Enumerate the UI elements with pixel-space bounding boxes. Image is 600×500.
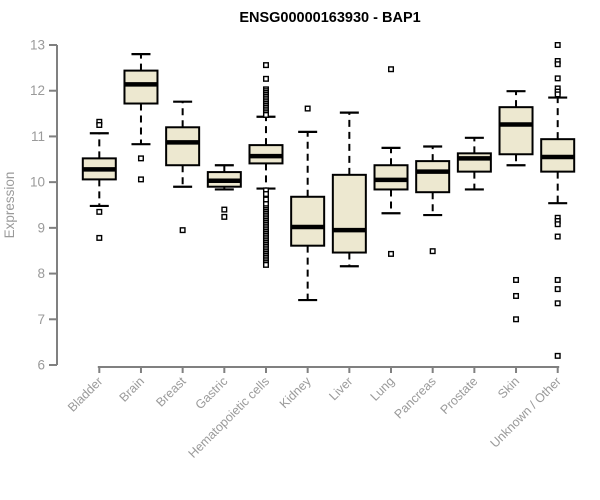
outlier-point [554,42,561,49]
box-iqr [290,195,326,247]
outlier-point [221,213,228,220]
outlier-point [554,75,561,82]
outlier-point [429,248,436,255]
box-iqr [373,164,409,191]
outlier-point [554,233,561,240]
boxplot-prostate [456,136,492,191]
x-tick-label: Unknown / Other [488,374,564,450]
boxplot-lung [373,66,409,257]
box-iqr [415,160,451,194]
x-tick-label: Brain [117,374,148,405]
boxplot-pancreas [415,145,451,255]
outlier-point [554,300,561,307]
boxplot-gastric [206,164,242,220]
outlier-point [96,234,103,241]
outlier-point [554,352,561,359]
outlier-point [221,206,228,213]
outlier-point [262,261,269,268]
x-tick-label: Bladder [65,374,105,414]
x-tick-label: Hematopoietic cells [186,374,273,461]
boxplot-breast [165,100,201,234]
y-tick-label: 8 [37,266,45,281]
outlier-point [554,276,561,283]
x-tick-label: Pancreas [392,374,439,421]
outlier-point [137,155,144,162]
outlier-point [554,286,561,293]
outlier-point [262,75,269,82]
y-tick-label: 6 [37,358,45,373]
outlier-point [513,292,520,299]
x-tick-label: Gastric [193,374,231,412]
outlier-point [137,176,144,183]
y-tick-label: 9 [37,220,45,235]
y-tick-label: 7 [37,312,45,327]
outlier-point [554,91,561,98]
outlier-point [179,227,186,234]
boxplot-skin [498,90,534,323]
outlier-point [262,62,269,69]
plot-area: 6 7 8 9 10 11 12 13 Bladder Brain Breast GastricHem… [30,38,576,461]
chart-title: ENSG00000163930 - BAP1 [239,10,420,26]
box-iqr [165,126,201,167]
boxplot-kidney [290,105,326,302]
x-tick-label: Lung [368,374,398,404]
outlier-point [96,208,103,215]
boxplot-bladder [81,118,117,241]
outlier-point [262,191,269,198]
outlier-point [304,105,311,112]
outlier-point [388,66,395,73]
boxplot-hematopoietic-cells [248,62,284,268]
box-iqr [331,173,367,254]
box-iqr [498,106,534,156]
x-tick-label: Prostate [438,374,481,417]
x-tick-label: Breast [153,374,189,410]
outlier-point [262,111,269,118]
box-iqr [123,69,159,105]
boxplot-brain [123,53,159,183]
outlier-point [96,121,103,128]
x-tick-label: Liver [326,374,355,403]
y-axis-label: Expression [2,172,17,239]
outlier-point [513,276,520,283]
y-tick-label: 10 [30,175,45,190]
boxplot-unknown-other [540,42,576,359]
y-tick-label: 12 [30,83,45,98]
box-iqr [456,152,492,173]
outlier-point [554,221,561,228]
y-tick-label: 11 [31,129,45,144]
x-tick-label: Kidney [277,374,314,411]
y-tick-label: 13 [30,38,45,53]
boxplot-liver [331,111,367,268]
outlier-point [513,316,520,323]
x-tick-label: Skin [495,374,522,401]
outlier-point [554,61,561,68]
outlier-point [388,250,395,257]
